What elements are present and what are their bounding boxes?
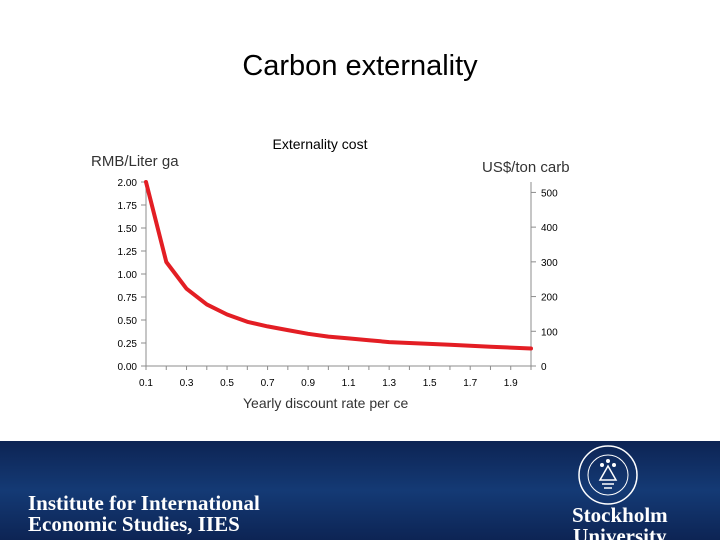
y-axis-right-label: US$/ton carb — [482, 159, 570, 176]
y-right-tick-label: 100 — [541, 327, 558, 338]
data-point — [145, 181, 147, 183]
y-left-tick-label: 2.00 — [118, 178, 138, 189]
y-left-tick-label: 1.50 — [118, 224, 138, 235]
data-point — [509, 346, 512, 349]
x-tick-label: 1.9 — [504, 378, 518, 389]
data-point — [388, 341, 390, 343]
iies-line-2: Economic Studies, IIES — [28, 512, 240, 536]
y-left-tick-label: 1.25 — [118, 247, 138, 258]
data-point — [408, 342, 411, 344]
x-tick-label: 0.9 — [301, 378, 315, 389]
stockholm-university-seal-icon — [578, 445, 638, 505]
y-left-tick-label: 0.50 — [118, 316, 138, 327]
data-point — [530, 347, 532, 350]
y-left-tick-label: 1.00 — [118, 270, 138, 281]
y-right-tick-label: 400 — [541, 223, 558, 234]
footer-banner: Institute for International Economic Stu… — [0, 441, 720, 547]
y-axis-left-label: RMB/Liter ga — [91, 153, 179, 170]
data-point — [165, 261, 168, 263]
x-tick-label: 0.1 — [139, 378, 153, 389]
data-point — [469, 344, 472, 347]
x-axis-label: Yearly discount rate per ce — [243, 395, 408, 411]
chart-title: Externality cost — [273, 136, 368, 152]
data-point — [287, 329, 289, 331]
data-point — [428, 343, 431, 345]
x-tick-label: 1.3 — [382, 378, 396, 389]
data-point — [185, 287, 188, 290]
stockholm-university-logo-text: Stockholm University — [572, 505, 668, 547]
y-left-tick-label: 1.75 — [118, 201, 138, 212]
data-point — [205, 303, 208, 306]
iies-logo-text: Institute for International Economic Stu… — [28, 493, 260, 535]
x-tick-label: 0.5 — [220, 378, 234, 389]
data-point — [307, 333, 309, 335]
x-tick-label: 1.1 — [342, 378, 356, 389]
y-left-tick-label: 0.25 — [118, 339, 138, 350]
slide-title: Carbon externality — [242, 50, 478, 82]
x-tick-label: 0.3 — [180, 378, 194, 389]
data-point — [266, 325, 269, 328]
iies-line-1: Institute for International — [28, 491, 260, 515]
data-point — [368, 339, 370, 342]
y-right-tick-label: 300 — [541, 258, 558, 269]
y-right-tick-label: 0 — [541, 362, 547, 373]
x-tick-label: 1.5 — [423, 378, 437, 389]
data-point — [347, 337, 350, 340]
data-point — [489, 345, 492, 348]
data-point — [246, 321, 249, 323]
x-tick-label: 0.7 — [261, 378, 275, 389]
su-line-1: Stockholm — [572, 503, 668, 527]
y-right-tick-label: 500 — [541, 188, 558, 199]
data-point — [327, 335, 330, 338]
data-point — [449, 344, 451, 346]
series-line — [144, 180, 533, 351]
externality-chart: Externality cost RMB/Liter ga US$/ton ca… — [91, 136, 570, 411]
y-left-tick-label: 0.75 — [118, 293, 138, 304]
data-point — [226, 313, 228, 316]
x-tick-label: 1.7 — [463, 378, 477, 389]
y-right-tick-label: 200 — [541, 293, 558, 304]
y-left-tick-label: 0.00 — [118, 362, 138, 373]
su-line-2: University — [573, 524, 667, 548]
